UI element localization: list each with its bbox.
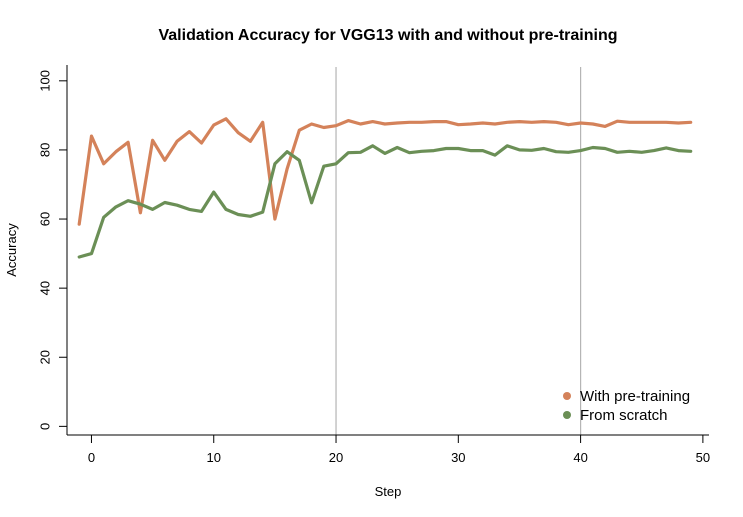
series-layer xyxy=(77,117,693,259)
reference-lines xyxy=(335,67,582,435)
legend-label: With pre-training xyxy=(580,388,690,405)
x-tick-label: 30 xyxy=(451,450,465,465)
x-tick-label: 10 xyxy=(207,450,221,465)
y-tick-label: 20 xyxy=(37,350,52,364)
legend-marker xyxy=(563,392,571,400)
y-tick-label: 100 xyxy=(37,70,52,92)
series-line xyxy=(77,117,693,226)
y-tick-label: 80 xyxy=(37,143,52,157)
legend-label: From scratch xyxy=(580,407,668,424)
y-tick-label: 40 xyxy=(37,281,52,295)
series-line xyxy=(77,144,693,259)
x-tick-label: 40 xyxy=(573,450,587,465)
legend: With pre-training From scratch xyxy=(563,388,690,424)
y-tick-label: 0 xyxy=(37,423,52,430)
y-axis-label: Accuracy xyxy=(4,223,19,277)
legend-marker xyxy=(563,411,571,419)
x-tick-label: 50 xyxy=(696,450,710,465)
axes: 0 10 20 30 40 50 0 20 40 60 80 100 xyxy=(37,65,710,465)
y-tick-label: 60 xyxy=(37,212,52,226)
x-tick-label: 0 xyxy=(88,450,95,465)
chart-title: Validation Accuracy for VGG13 with and w… xyxy=(158,27,617,44)
x-axis-label: Step xyxy=(375,484,402,499)
x-tick-label: 20 xyxy=(329,450,343,465)
